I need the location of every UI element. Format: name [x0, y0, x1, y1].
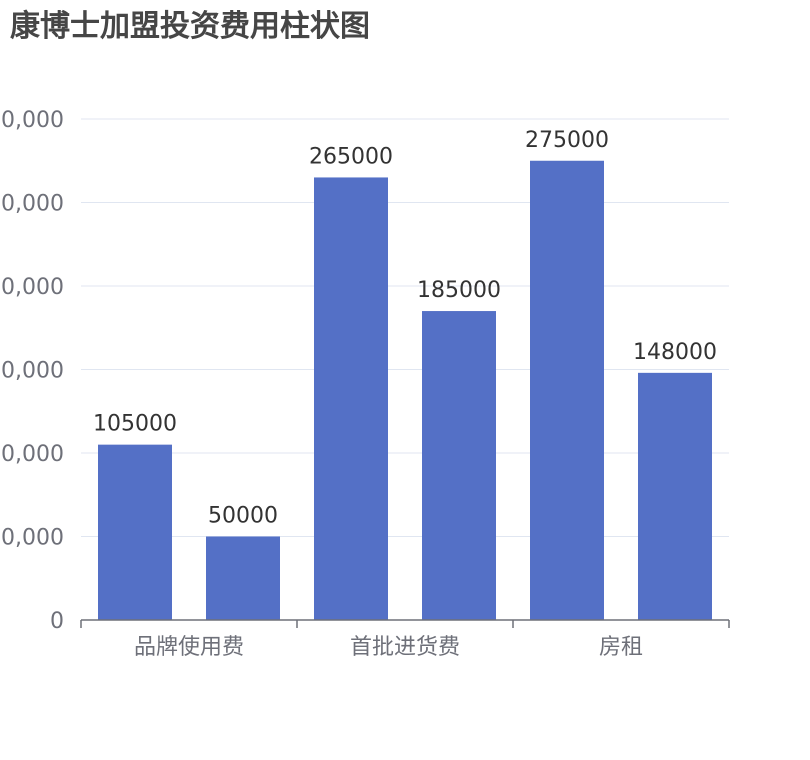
bar: [422, 311, 496, 620]
x-axis: [80, 619, 730, 628]
y-tick-label: 100,000: [0, 442, 64, 467]
data-labels: 105000 50000 265000 185000 275000 148000: [93, 128, 717, 529]
y-tick-label: 250,000: [0, 192, 64, 217]
grid-lines: [81, 118, 729, 537]
x-category-label: 品牌使用费: [134, 635, 244, 660]
bar-value-label: 105000: [93, 412, 177, 437]
bar: [638, 372, 712, 620]
chart-title: 康博士加盟投资费用柱状图: [10, 9, 370, 44]
bars: [98, 160, 712, 620]
bar: [206, 536, 280, 620]
bar: [530, 160, 604, 620]
x-axis-category-labels: 品牌使用费 首批进货费 房租: [134, 635, 643, 660]
bar-value-label: 265000: [309, 144, 393, 169]
y-tick-label: 200,000: [0, 275, 64, 300]
x-category-label: 首批进货费: [350, 635, 460, 660]
x-category-label: 房租: [599, 635, 643, 660]
bar-value-label: 50000: [208, 504, 278, 529]
bar: [98, 444, 172, 620]
y-tick-label: 50,000: [0, 526, 64, 551]
y-tick-label: 300,000: [0, 108, 64, 133]
y-tick-label: 150,000: [0, 359, 64, 384]
bar-value-label: 275000: [525, 128, 609, 153]
bar: [314, 177, 388, 620]
bar-value-label: 148000: [633, 340, 717, 365]
y-tick-label: 0: [50, 609, 64, 634]
bar-value-label: 185000: [417, 278, 501, 303]
y-axis-tick-labels: 0 50,000 100,000 150,000 200,000 250,000 300,0…: [0, 108, 64, 634]
